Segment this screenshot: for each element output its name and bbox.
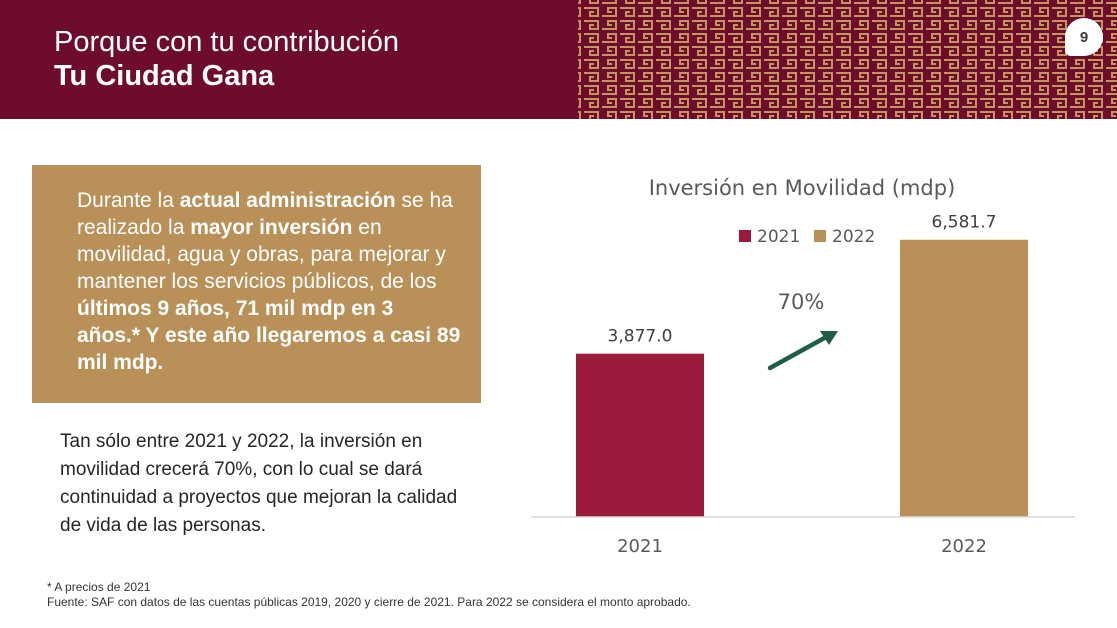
highlight-b3: últimos 9 años, 71 mil mdp en 3 años.* Y… [77, 297, 461, 374]
highlight-text: Durante la actual administración se ha r… [77, 187, 461, 376]
bar-2021 [576, 353, 704, 517]
x-tick-2022: 2022 [941, 536, 987, 557]
highlight-t2: se ha realizado la [77, 189, 453, 239]
legend-label-2022: 2022 [832, 227, 875, 247]
growth-annotation: 70% [778, 290, 825, 314]
chart-title: Inversión en Movilidad (mdp) [649, 176, 956, 200]
value-label-2021: 3,877.0 [608, 327, 673, 347]
growth-arrow [767, 331, 838, 371]
title-line-2: Tu Ciudad Gana [54, 60, 275, 92]
chart-legend: 2021 2022 [739, 227, 875, 247]
x-tick-2021: 2021 [617, 536, 663, 557]
legend-swatch-2021 [739, 230, 751, 242]
header-banner: Porque con tu contribución Tu Ciudad Gan… [0, 0, 1117, 119]
title-line-1: Porque con tu contribución [54, 26, 399, 58]
chart-marks: 3,877.0 2021 6,581.7 2022 [576, 213, 1028, 557]
highlight-b2: mayor inversión [190, 216, 353, 239]
highlight-b1: actual administración [179, 189, 396, 212]
highlight-box: Durante la actual administración se ha r… [32, 165, 481, 403]
highlight-t1: Durante la [77, 189, 180, 212]
body-paragraph: Tan sólo entre 2021 y 2022, la inversión… [60, 431, 458, 536]
legend-label-2021: 2021 [757, 227, 800, 247]
fretwork-pattern [578, 0, 1117, 119]
footnote-source: Fuente: SAF con datos de las cuentas púb… [47, 595, 691, 609]
page-title: Porque con tu contribución Tu Ciudad Gan… [54, 25, 399, 93]
footnotes: * A precios de 2021 Fuente: SAF con dato… [47, 580, 691, 610]
highlight-t3: en movilidad, agua y obras, para mejorar… [77, 216, 446, 293]
investment-chart: Inversión en Movilidad (mdp) 2021 2022 3,… [531, 176, 1075, 557]
value-label-2022: 6,581.7 [932, 213, 997, 233]
footnote-prices: * A precios de 2021 [47, 580, 151, 594]
legend-swatch-2022 [814, 230, 826, 242]
page-number-badge: 9 [1065, 18, 1103, 56]
bar-2022 [900, 239, 1028, 517]
